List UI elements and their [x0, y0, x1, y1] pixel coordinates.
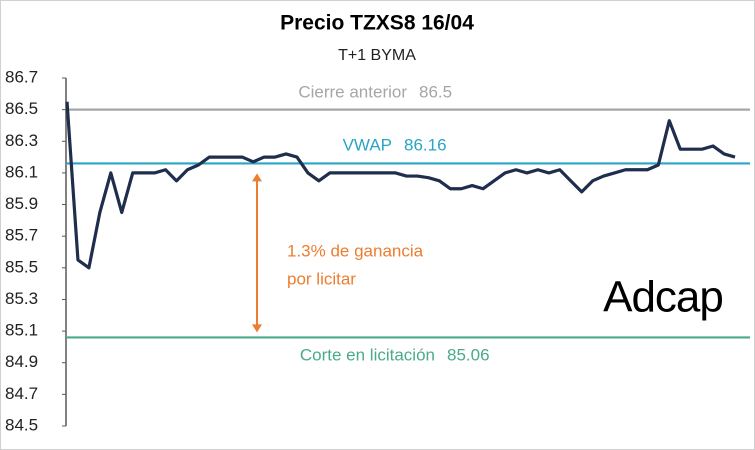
y-tick-label: 86.5	[5, 99, 38, 118]
arrow-head	[252, 173, 262, 182]
y-tick-label: 86.3	[5, 131, 38, 150]
y-tick-label: 84.9	[5, 352, 38, 371]
reference-label: Cierre anterior	[298, 82, 407, 101]
y-tick-label: 86.7	[5, 67, 38, 86]
y-tick-label: 86.1	[5, 162, 38, 181]
arrow-head	[252, 324, 262, 333]
reference-value: 86.16	[404, 135, 447, 154]
y-tick-label: 85.9	[5, 194, 38, 213]
y-tick-label: 85.3	[5, 289, 38, 308]
y-tick-label: 84.7	[5, 384, 38, 403]
reference-value: 85.06	[447, 345, 490, 364]
y-tick-label: 85.7	[5, 226, 38, 245]
price-line	[65, 101, 736, 270]
annotation-text: 1.3% de ganancia	[287, 241, 424, 260]
y-tick-label: 85.5	[5, 257, 38, 276]
reference-label: VWAP	[343, 135, 392, 154]
reference-value: 86.5	[419, 82, 452, 101]
y-tick-label: 85.1	[5, 321, 38, 340]
annotation-text: por licitar	[287, 269, 356, 288]
y-tick-label: 84.5	[5, 415, 38, 434]
chart-subtitle: T+1 BYMA	[338, 47, 416, 64]
reference-label: Corte en licitación	[300, 345, 435, 364]
logo: Adcap	[603, 273, 723, 322]
chart-title: Precio TZXS8 16/04	[280, 12, 474, 35]
